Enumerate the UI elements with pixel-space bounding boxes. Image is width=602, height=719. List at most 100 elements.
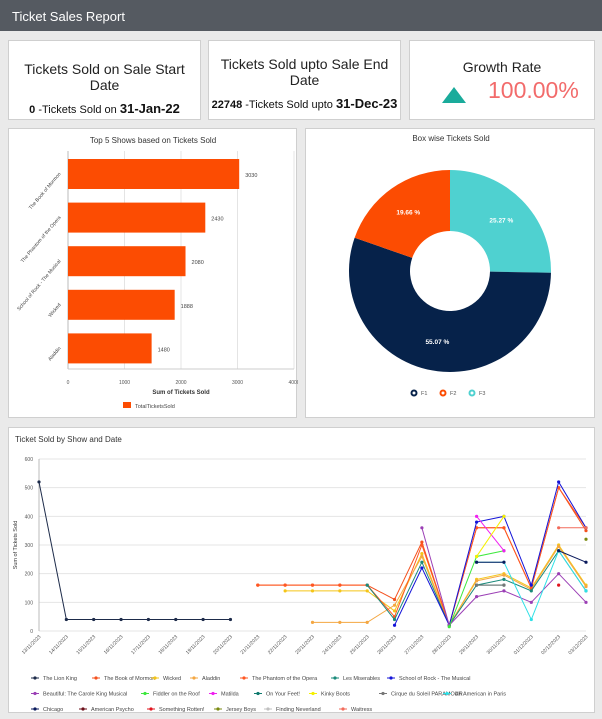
- x-tick-label: 25/11/2023: [349, 634, 371, 656]
- kpi-title: Tickets Sold upto Sale End Date: [220, 56, 389, 88]
- legend-label: Something Rotten!: [159, 707, 205, 713]
- slice-label: 55.07 %: [425, 339, 449, 346]
- app-header: Ticket Sales Report: [0, 0, 602, 31]
- bar: [68, 159, 240, 189]
- data-label: 1888: [181, 304, 193, 310]
- legend-marker: [381, 691, 385, 696]
- x-tick-label: 01/12/2023: [513, 634, 535, 656]
- kpi-card-start: Tickets Sold on Sale Start Date 0 -Ticke…: [8, 40, 201, 120]
- bar-chart-card: Top 5 Shows based on Tickets Sold 0 1000 20…: [8, 128, 300, 418]
- y-tick-label: 600: [25, 457, 34, 463]
- donut-slice: [349, 237, 551, 372]
- legend-marker: [33, 707, 37, 711]
- data-label: 3030: [245, 173, 257, 179]
- x-tick-label: 16/11/2023: [103, 634, 125, 656]
- x-tick-label: 2000: [175, 380, 186, 386]
- slice-label: 19.66 %: [396, 209, 420, 216]
- y-axis-title: Sum of Tickets Sold: [13, 521, 19, 570]
- legend-label: Jersey Boys: [226, 707, 256, 713]
- legend-marker: [192, 676, 196, 680]
- legend-label: Fiddler on the Roof: [153, 692, 200, 698]
- legend-label: TotalTicketsSold: [135, 404, 175, 410]
- kpi-title: Growth Rate: [462, 59, 542, 75]
- legend-marker: [94, 676, 98, 680]
- legend-marker: [333, 676, 337, 680]
- x-tick-label: 21/11/2023: [240, 634, 262, 656]
- legend-icon: [123, 402, 131, 408]
- legend-marker: [153, 676, 157, 680]
- legend-label: Les Miserables: [343, 676, 380, 682]
- donut-slice: [354, 170, 450, 258]
- data-label: 1480: [158, 347, 170, 353]
- legend-label: The Lion King: [43, 676, 77, 682]
- legend-label: The Phantom of the Opera: [252, 676, 318, 682]
- legend-marker: [33, 691, 37, 696]
- page-title: Ticket Sales Report: [12, 9, 125, 24]
- x-tick-label: 3000: [232, 380, 243, 386]
- y-tick-label: 400: [25, 514, 34, 520]
- y-tick-label: Wicked: [47, 302, 62, 319]
- y-tick-label: The Phantom of the Opera: [20, 215, 63, 264]
- legend-label: Cirque du Soleil PARAMOUR: [391, 692, 463, 698]
- x-tick-label: 30/11/2023: [486, 634, 508, 656]
- x-tick-label: 20/11/2023: [212, 634, 234, 656]
- legend-marker: [266, 707, 270, 711]
- chart-title: Ticket Sold by Show and Date: [15, 435, 122, 444]
- x-tick-label: 1000: [119, 380, 130, 386]
- y-tick-label: 200: [25, 572, 34, 578]
- legend-marker: [311, 691, 315, 696]
- legend-label: An American in Paris: [455, 692, 506, 698]
- legend-label: Beautiful: The Carole King Musical: [43, 692, 127, 698]
- x-tick-label: 28/11/2023: [431, 634, 453, 656]
- legend-label: Finding Neverland: [276, 707, 321, 713]
- legend-label: Wicked: [163, 676, 181, 682]
- x-axis-title: Sum of Tickets Sold: [152, 390, 210, 396]
- x-tick-label: 24/11/2023: [322, 634, 344, 656]
- triangle-up-icon: [442, 87, 466, 103]
- x-tick-label: 4000: [288, 380, 298, 386]
- series-line: [558, 550, 587, 563]
- series-line: [285, 544, 587, 627]
- x-tick-label: 22/11/2023: [267, 634, 289, 656]
- legend-label: Chicago: [43, 707, 63, 713]
- legend-label: Matilda: [221, 692, 240, 698]
- series-line: [476, 516, 505, 557]
- kpi-title: Tickets Sold on Sale Start Date: [24, 61, 185, 93]
- data-point: [256, 583, 260, 587]
- data-point: [557, 583, 561, 587]
- bar: [68, 246, 186, 277]
- legend-label: American Psycho: [91, 707, 134, 713]
- bar: [68, 289, 175, 320]
- x-tick-label: 23/11/2023: [294, 634, 316, 656]
- line-chart-card: Ticket Sold by Show and Date 0 100 200 300 40…: [8, 427, 595, 713]
- legend-label: F1: [421, 391, 427, 397]
- data-label: 2430: [211, 217, 223, 223]
- y-tick-label: 300: [25, 543, 34, 549]
- legend-marker: [256, 691, 260, 696]
- legend-marker: [81, 707, 85, 711]
- legend-marker: [216, 707, 220, 711]
- legend-marker: [389, 676, 393, 680]
- x-tick-label: 26/11/2023: [376, 634, 398, 656]
- kpi-card-end: Tickets Sold upto Sale End Date 22748 -T…: [208, 40, 401, 120]
- legend-label: Aladdin: [202, 676, 220, 682]
- legend-marker: [149, 707, 153, 711]
- donut-chart-card: Box wise Tickets Sold 25.27 % 55.07 % 19.66…: [305, 128, 595, 418]
- x-tick-label: 17/11/2023: [130, 634, 152, 656]
- y-tick-label: 100: [25, 600, 34, 606]
- data-label: 2080: [192, 260, 204, 266]
- bar: [68, 202, 206, 233]
- data-point: [584, 537, 588, 541]
- x-tick-label: 14/11/2023: [48, 634, 70, 656]
- legend-label: Kinky Boots: [321, 692, 350, 698]
- legend-icon: [410, 389, 418, 397]
- legend-label: On Your Feet!: [266, 692, 300, 698]
- chart-title: Top 5 Shows based on Tickets Sold: [90, 136, 216, 145]
- legend-marker: [242, 676, 246, 680]
- series-line: [38, 481, 231, 621]
- legend-marker: [341, 707, 345, 711]
- legend-icon: [468, 389, 476, 397]
- bar: [68, 333, 152, 364]
- x-tick-label: 18/11/2023: [157, 634, 179, 656]
- series-line: [394, 480, 587, 627]
